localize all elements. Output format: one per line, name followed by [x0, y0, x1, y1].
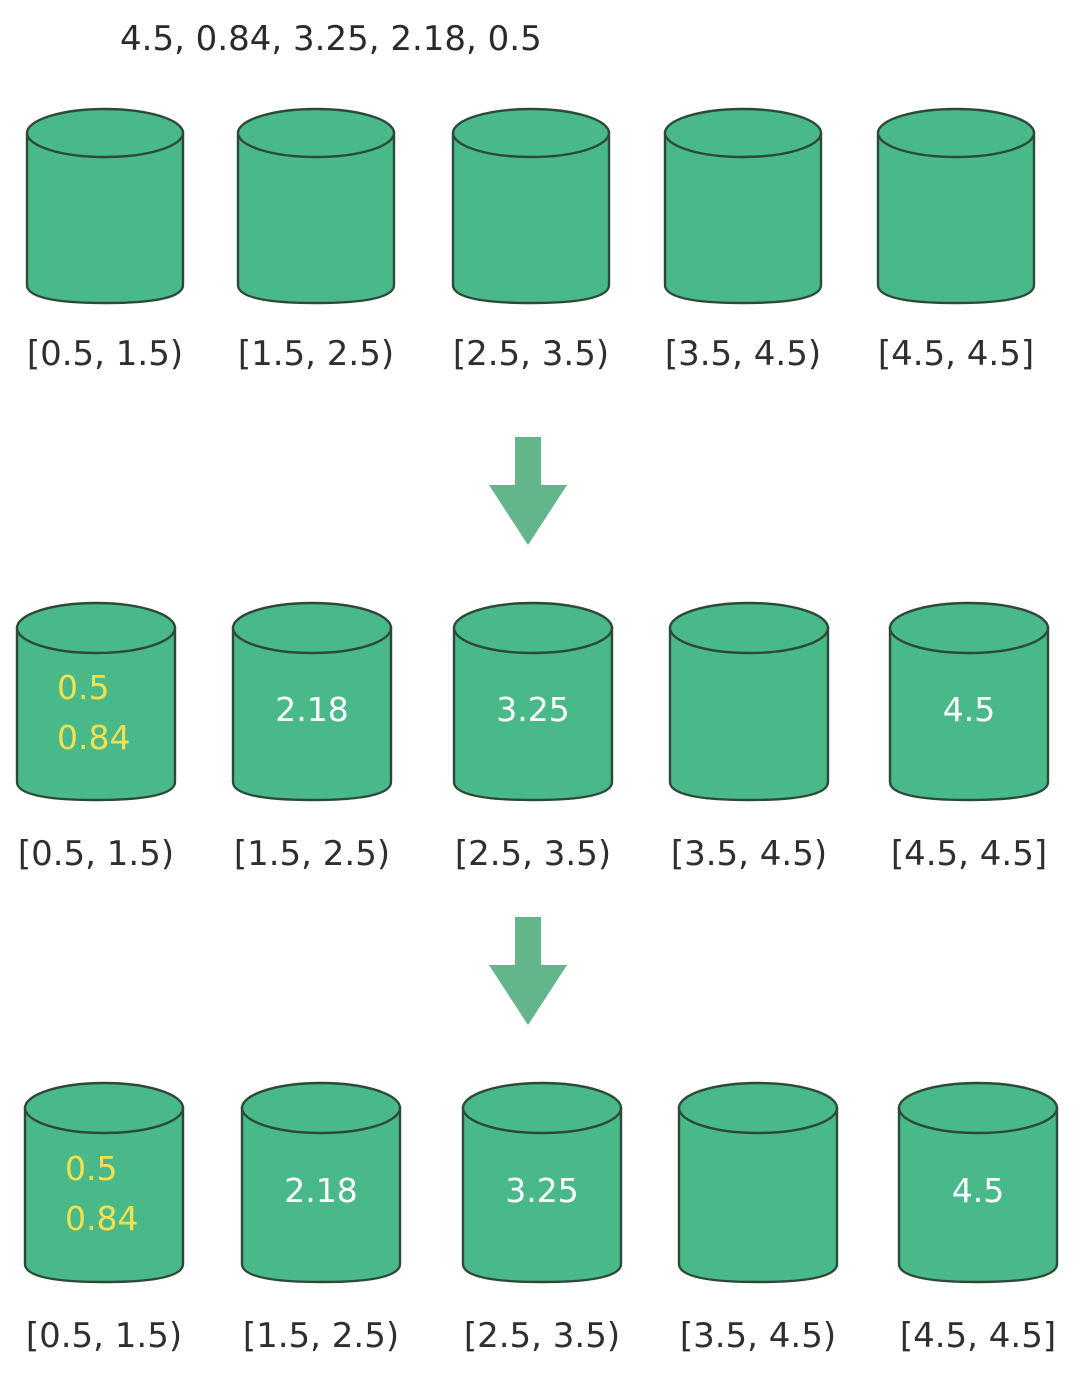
bucket [663, 107, 823, 305]
bucket-body [888, 626, 1050, 802]
bucket-top [236, 107, 396, 159]
bucket-body [663, 131, 823, 305]
bucket [451, 107, 611, 305]
bucket: 2.18 [231, 601, 393, 802]
bucket-body [25, 131, 185, 305]
bucket-value: 4.5 [943, 690, 995, 729]
down-arrow-icon [489, 437, 567, 545]
bucket-value: 4.5 [952, 1171, 1004, 1210]
bucket-value: 3.25 [496, 690, 569, 729]
bucket-range-label: [3.5, 4.5) [680, 1316, 836, 1356]
bucket-top [897, 1081, 1059, 1135]
bucket-top [663, 107, 823, 159]
arrow-shape [489, 917, 567, 1025]
bucket-body [677, 1106, 839, 1284]
input-sequence: 4.5, 0.84, 3.25, 2.18, 0.5 [120, 19, 542, 59]
bucket-top [231, 601, 393, 655]
bucket-body [876, 131, 1036, 305]
bucket-body [897, 1106, 1059, 1284]
bucket-top [461, 1081, 623, 1135]
bucket-body [668, 626, 830, 802]
bucket-body [231, 626, 393, 802]
bucket-top [25, 107, 185, 159]
bucket-value: 2.18 [284, 1171, 357, 1210]
bucket-range-label: [3.5, 4.5) [665, 334, 821, 374]
bucket: 4.5 [888, 601, 1050, 802]
bucket-range-label: [0.5, 1.5) [27, 334, 183, 374]
bucket-body [452, 626, 614, 802]
bucket-top [876, 107, 1036, 159]
bucket: 3.25 [452, 601, 614, 802]
bucket-range-label: [1.5, 2.5) [234, 834, 390, 874]
bucket-top [668, 601, 830, 655]
bucket [236, 107, 396, 305]
bucket-range-label: [1.5, 2.5) [238, 334, 394, 374]
bucket-body [461, 1106, 623, 1284]
bucket-top [240, 1081, 402, 1135]
bucket-body [240, 1106, 402, 1284]
bucket: 0.5 0.84 [15, 601, 177, 802]
bucket-range-label: [0.5, 1.5) [26, 1316, 182, 1356]
bucket-body [23, 1106, 185, 1284]
bucket-body [451, 131, 611, 305]
bucket [876, 107, 1036, 305]
bucket-top [888, 601, 1050, 655]
bucket-row-sorted: 0.5 0.84 [0.5, 1.5) 2.18 [1.5, 2.5) 3.25 [2.5,… [23, 1081, 1059, 1356]
bucket-top [15, 601, 177, 655]
arrow-shape [489, 437, 567, 545]
bucket-row-initial: [0.5, 1.5) [1.5, 2.5) [2.5, 3.5) [3.5, 4.5)… [25, 107, 1036, 374]
bucket: 4.5 [897, 1081, 1059, 1284]
bucket [25, 107, 185, 305]
bucket: 3.25 [461, 1081, 623, 1284]
bucket-value: 0.5 [65, 1149, 117, 1188]
bucket-range-label: [0.5, 1.5) [18, 834, 174, 874]
bucket-value: 2.18 [275, 690, 348, 729]
bucket-top [677, 1081, 839, 1135]
bucket: 0.5 0.84 [23, 1081, 185, 1284]
bucket-range-label: [2.5, 3.5) [453, 334, 609, 374]
bucket-body [236, 131, 396, 305]
bucket-range-label: [2.5, 3.5) [464, 1316, 620, 1356]
bucket [677, 1081, 839, 1284]
bucket-range-label: [4.5, 4.5] [891, 834, 1047, 874]
bucket-value: 3.25 [505, 1171, 578, 1210]
bucket-top [451, 107, 611, 159]
bucket-body [15, 626, 177, 802]
bucket-range-label: [4.5, 4.5] [900, 1316, 1056, 1356]
bucket-value: 0.84 [57, 718, 130, 757]
bucket-row-distributed: 0.5 0.84 [0.5, 1.5) 2.18 [1.5, 2.5) 3.25 [2.5,… [15, 601, 1050, 874]
bucket-value: 0.5 [57, 668, 109, 707]
bucket-range-label: [4.5, 4.5] [878, 334, 1034, 374]
down-arrow-icon [489, 917, 567, 1025]
bucket [668, 601, 830, 802]
bucket-range-label: [3.5, 4.5) [671, 834, 827, 874]
bucket: 2.18 [240, 1081, 402, 1284]
bucket-top [23, 1081, 185, 1135]
bucket-range-label: [2.5, 3.5) [455, 834, 611, 874]
bucket-top [452, 601, 614, 655]
bucket-value: 0.84 [65, 1199, 138, 1238]
bucket-range-label: [1.5, 2.5) [243, 1316, 399, 1356]
